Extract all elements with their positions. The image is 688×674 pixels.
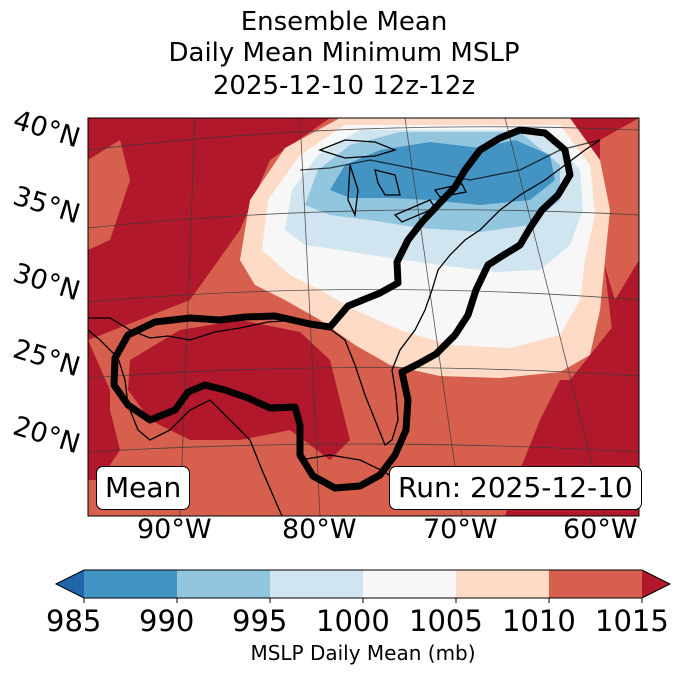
lon-label-70w: 70°W <box>423 514 498 545</box>
colorbar-tick-1005: 1005 <box>409 604 483 638</box>
gulf-coast <box>88 139 601 447</box>
colorbar-tick-995: 995 <box>232 604 288 638</box>
colorbar-tick-1000: 1000 <box>316 604 390 638</box>
colorbar-tick-985: 985 <box>46 604 102 638</box>
colorbar-995-1000 <box>270 570 363 598</box>
pressure-fill-1015-southwest <box>88 410 120 480</box>
colorbar-extend-high <box>642 570 670 598</box>
pressure-fill-985-990 <box>330 140 555 205</box>
mslp-field <box>88 118 639 516</box>
colorbar-990-995 <box>177 570 270 598</box>
run-date-box: Run: 2025-12-10 <box>389 466 642 510</box>
great-lakes-superior <box>318 139 397 159</box>
title-line-1: Ensemble Mean <box>240 7 448 37</box>
mean-label-box: Mean <box>96 466 191 510</box>
lon-label-60w: 60°W <box>563 514 638 545</box>
lon-label-90w: 90°W <box>137 514 212 545</box>
region-outline <box>110 126 574 492</box>
title-line-3: 2025-12-10 12z-12z <box>212 71 476 101</box>
colorbar-tick-1015: 1015 <box>595 604 669 638</box>
colorbar-985-990 <box>84 570 177 598</box>
map-frame <box>87 117 640 517</box>
title-line-2: Daily Mean Minimum MSLP <box>168 38 520 68</box>
colorbar-1010-1015 <box>549 570 642 598</box>
pressure-fill-1010-1015-east <box>600 118 639 300</box>
pressure-fill-1010-1015-west <box>88 140 130 250</box>
mexico-coast <box>88 329 283 516</box>
graticule <box>88 118 639 516</box>
colorbar-label: MSLP Daily Mean (mb) <box>250 641 476 665</box>
colorbar-extend-low <box>56 570 84 598</box>
colorbar-1000-1005 <box>363 570 456 598</box>
colorbar-tick-990: 990 <box>139 604 195 638</box>
great-lakes-michigan <box>347 164 359 218</box>
great-lakes-huron <box>374 169 401 196</box>
us-canada-border <box>299 139 601 181</box>
pressure-fill-1015-southeast <box>520 300 639 516</box>
colorbar <box>54 569 672 603</box>
lon-label-80w: 80°W <box>282 514 357 545</box>
colorbar-tick-1010: 1010 <box>502 604 576 638</box>
colorbar-1005-1010 <box>456 570 549 598</box>
